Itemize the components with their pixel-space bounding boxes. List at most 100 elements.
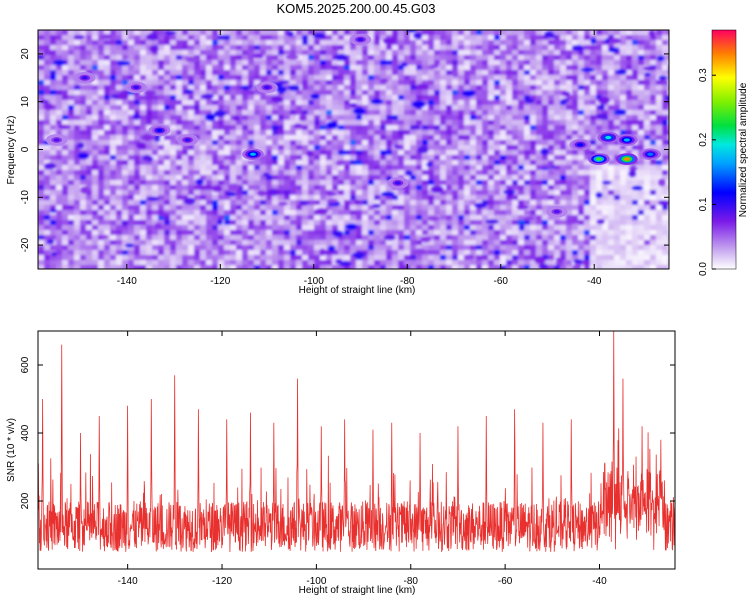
heatmap-cell	[548, 85, 554, 90]
heatmap-cell	[74, 165, 80, 170]
heatmap-cell	[284, 40, 290, 45]
heatmap-cell	[434, 130, 440, 135]
heatmap-cell	[302, 160, 308, 165]
heatmap-cell	[362, 190, 368, 195]
heatmap-cell	[326, 175, 332, 180]
heatmap-cell	[512, 235, 518, 240]
heatmap-cell	[254, 120, 260, 125]
heatmap-cell	[584, 90, 590, 95]
heatmap-cell	[440, 135, 446, 140]
heatmap-cell	[38, 185, 44, 190]
heatmap-cell	[206, 90, 212, 95]
heatmap-cell	[182, 115, 188, 120]
heatmap-cell	[164, 250, 170, 255]
heatmap-cell	[200, 120, 206, 125]
heatmap-cell	[254, 160, 260, 165]
heatmap-cell	[248, 115, 254, 120]
heatmap-cell	[584, 185, 590, 190]
heatmap-cell	[446, 95, 452, 100]
heatmap-cell	[590, 75, 596, 80]
heatmap-cell	[260, 160, 266, 165]
heatmap-cell	[410, 150, 416, 155]
heatmap-cell	[122, 175, 128, 180]
heatmap-cell	[296, 175, 302, 180]
heatmap-cell	[632, 205, 638, 210]
heatmap-cell	[488, 75, 494, 80]
heatmap-cell	[518, 85, 524, 90]
heatmap-cell	[242, 35, 248, 40]
heatmap-cell	[584, 205, 590, 210]
heatmap-cell	[266, 70, 272, 75]
heatmap-cell	[656, 160, 662, 165]
heatmap-cell	[266, 180, 272, 185]
heatmap-cell	[122, 55, 128, 60]
heatmap-cell	[536, 185, 542, 190]
heatmap-cell	[368, 250, 374, 255]
heatmap-cell	[560, 115, 566, 120]
heatmap-cell	[638, 250, 644, 255]
heatmap-cell	[128, 190, 134, 195]
heatmap-cell	[590, 125, 596, 130]
heatmap-cell	[416, 215, 422, 220]
heatmap-cell	[200, 45, 206, 50]
heatmap-cell	[416, 70, 422, 75]
heatmap-cell	[212, 210, 218, 215]
heatmap-cell	[338, 110, 344, 115]
heatmap-cell	[650, 190, 656, 195]
heatmap-cell	[92, 150, 98, 155]
heatmap-cell	[440, 160, 446, 165]
heatmap-cell	[62, 245, 68, 250]
heatmap-cell	[134, 40, 140, 45]
heatmap-cell	[536, 130, 542, 135]
heatmap-cell	[470, 190, 476, 195]
heatmap-cell	[506, 135, 512, 140]
heatmap-cell	[488, 165, 494, 170]
heatmap-cell	[368, 35, 374, 40]
heatmap-cell	[56, 175, 62, 180]
heatmap-cell	[290, 180, 296, 185]
heatmap-cell	[620, 180, 626, 185]
heatmap-cell	[218, 240, 224, 245]
heatmap-cell	[92, 130, 98, 135]
heatmap-cell	[164, 75, 170, 80]
heatmap-cell	[584, 95, 590, 100]
heatmap-cell	[380, 150, 386, 155]
heatmap-cell	[38, 240, 44, 245]
heatmap-cell	[134, 130, 140, 135]
heatmap-cell	[134, 140, 140, 145]
heatmap-cell	[164, 50, 170, 55]
heatmap-cell	[296, 135, 302, 140]
heatmap-cell	[536, 240, 542, 245]
heatmap-cell	[176, 120, 182, 125]
heatmap-cell	[512, 40, 518, 45]
heatmap-cell	[86, 55, 92, 60]
heatmap-cell	[458, 95, 464, 100]
heatmap-cell	[554, 110, 560, 115]
heatmap-cell	[350, 100, 356, 105]
heatmap-cell	[38, 210, 44, 215]
heatmap-cell	[146, 125, 152, 130]
heatmap-cell	[374, 35, 380, 40]
heatmap-cell	[530, 80, 536, 85]
heatmap-cell	[536, 210, 542, 215]
heatmap-cell	[260, 240, 266, 245]
heatmap-cell	[236, 120, 242, 125]
heatmap-cell	[458, 210, 464, 215]
heatmap-cell	[608, 165, 614, 170]
heatmap-cell	[224, 135, 230, 140]
heatmap-cell	[506, 105, 512, 110]
heatmap-cell	[230, 180, 236, 185]
heatmap-cell	[296, 100, 302, 105]
heatmap-cell	[548, 150, 554, 155]
heatmap-cell	[104, 190, 110, 195]
heatmap-cell	[476, 255, 482, 260]
heatmap-cell	[56, 35, 62, 40]
heatmap-cell	[632, 210, 638, 215]
heatmap-cell	[44, 185, 50, 190]
heatmap-cell	[344, 195, 350, 200]
heatmap-cell	[38, 70, 44, 75]
heatmap-cell	[452, 125, 458, 130]
heatmap-cell	[260, 175, 266, 180]
heatmap-cell	[50, 175, 56, 180]
heatmap-cell	[260, 225, 266, 230]
